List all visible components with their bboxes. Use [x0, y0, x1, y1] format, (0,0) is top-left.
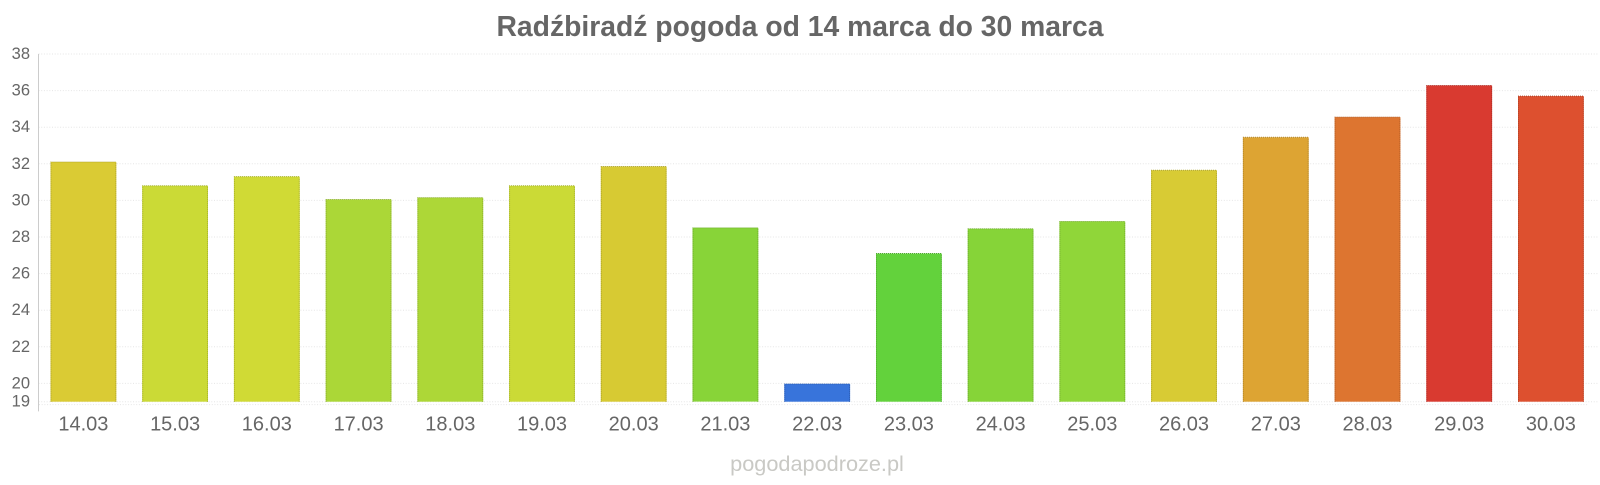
- svg-text:19.03: 19.03: [517, 414, 567, 436]
- svg-text:24: 24: [12, 301, 30, 319]
- svg-text:14.03: 14.03: [58, 414, 108, 436]
- svg-text:19: 19: [12, 393, 30, 411]
- svg-text:22.03: 22.03: [792, 414, 842, 436]
- svg-text:17.03: 17.03: [334, 414, 384, 436]
- svg-text:30.03: 30.03: [1526, 414, 1576, 436]
- svg-text:38: 38: [12, 45, 30, 63]
- svg-text:pogodapodroze.pl: pogodapodroze.pl: [730, 451, 904, 476]
- svg-text:26: 26: [12, 265, 30, 283]
- svg-text:16.03: 16.03: [242, 414, 292, 436]
- svg-text:32: 32: [12, 155, 30, 173]
- svg-text:27.03: 27.03: [1251, 414, 1301, 436]
- svg-text:26.03: 26.03: [1159, 414, 1209, 436]
- svg-text:20.03: 20.03: [609, 414, 659, 436]
- svg-text:28.03: 28.03: [1342, 414, 1392, 436]
- svg-text:25.03: 25.03: [1067, 414, 1117, 436]
- svg-text:36: 36: [12, 82, 30, 100]
- svg-text:21.03: 21.03: [700, 414, 750, 436]
- svg-text:24.03: 24.03: [976, 414, 1026, 436]
- svg-text:34: 34: [12, 118, 30, 136]
- svg-text:15.03: 15.03: [150, 414, 200, 436]
- svg-text:29.03: 29.03: [1434, 414, 1484, 436]
- svg-text:22: 22: [12, 338, 30, 356]
- svg-text:Radźbiradź pogoda od 14 marca: Radźbiradź pogoda od 14 marca do 30 marc…: [497, 10, 1104, 42]
- svg-text:23.03: 23.03: [884, 414, 934, 436]
- svg-text:28: 28: [12, 228, 30, 246]
- svg-text:30: 30: [12, 191, 30, 209]
- svg-text:18.03: 18.03: [425, 414, 475, 436]
- svg-text:20: 20: [12, 374, 30, 392]
